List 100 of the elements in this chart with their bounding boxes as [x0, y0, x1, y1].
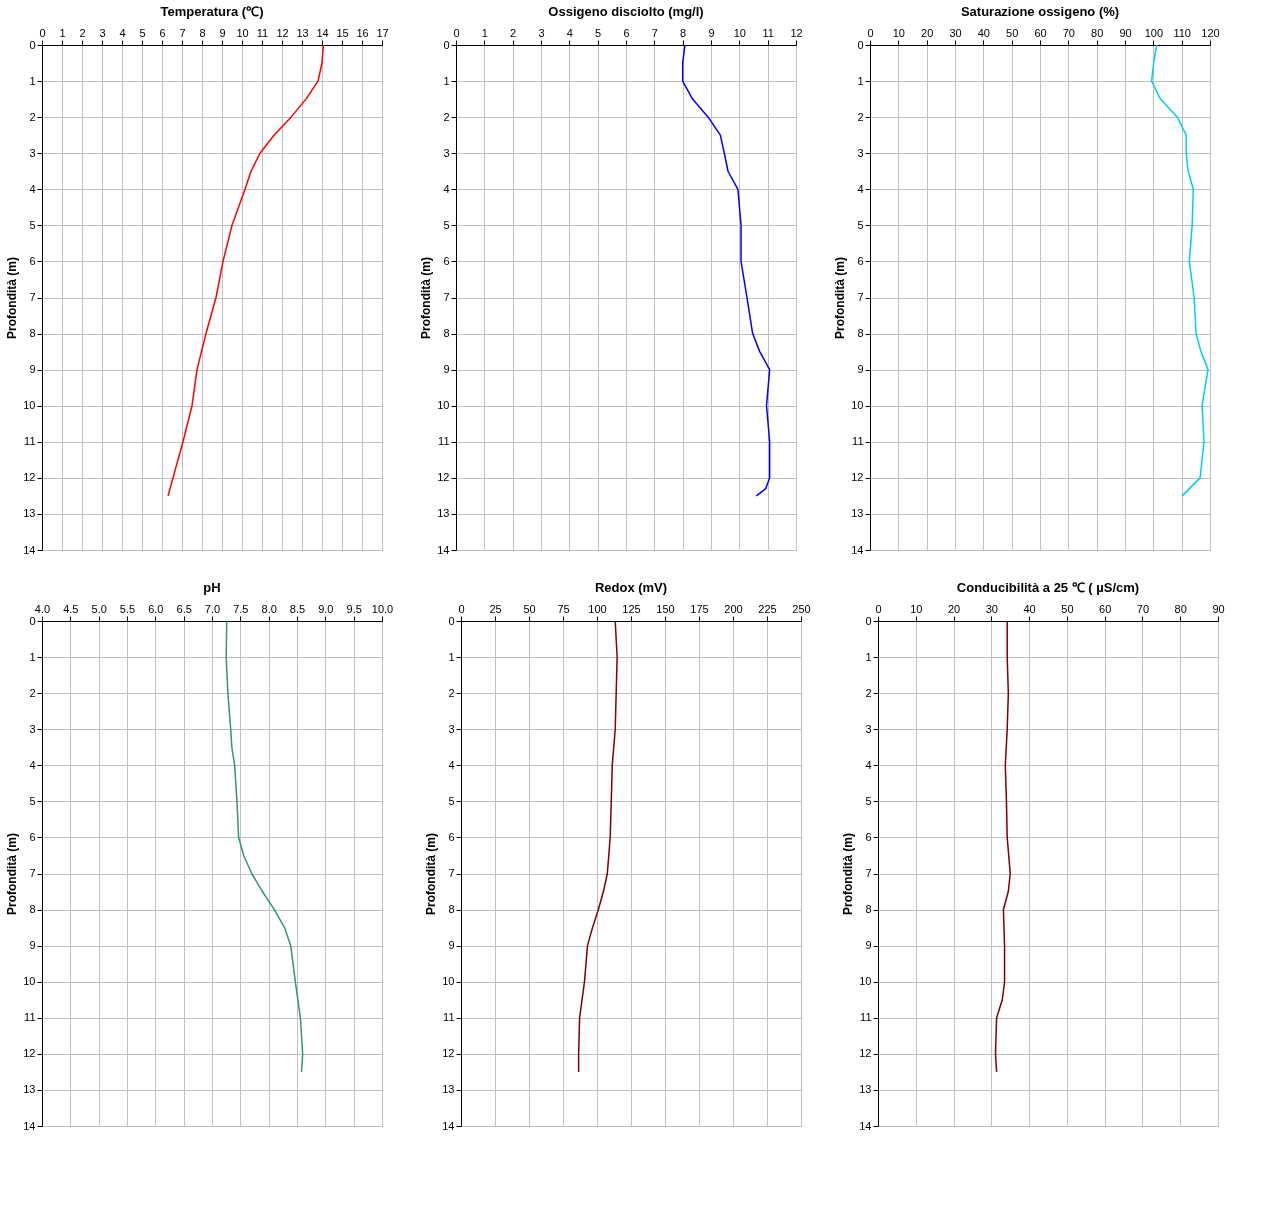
y-tick-label: 12 — [437, 471, 450, 484]
y-tick-label: 4 — [857, 182, 864, 195]
y-tick-label: 4 — [448, 758, 455, 771]
y-tick-label: 0 — [448, 614, 455, 627]
x-tick-label: 80 — [1174, 602, 1187, 615]
x-tick-label: 60 — [1034, 26, 1047, 39]
y-tick-label: 9 — [857, 363, 864, 376]
y-tick-label: 5 — [857, 218, 864, 231]
y-tick-label: 2 — [865, 686, 872, 699]
x-tick-label: 175 — [690, 602, 709, 615]
y-tick-label: 10 — [23, 399, 36, 412]
y-tick-label: 9 — [29, 939, 36, 952]
chart-title: Conducibilità a 25 ℃ ( µS/cm) — [956, 580, 1140, 595]
x-tick-label: 1 — [481, 26, 488, 39]
chart-title: pH — [203, 580, 221, 595]
y-tick-label: 7 — [857, 291, 864, 303]
y-tick-label: 6 — [29, 254, 36, 267]
x-tick-label: 100 — [1144, 26, 1164, 39]
y-tick-label: 3 — [29, 146, 36, 159]
y-tick-label: 7 — [448, 867, 455, 879]
y-tick-label: 0 — [29, 38, 36, 51]
line-series — [225, 620, 304, 1073]
x-tick-label: 8 — [199, 26, 206, 39]
y-tick-label: 0 — [29, 614, 36, 627]
y-tick-label: 8 — [29, 903, 36, 916]
x-tick-label: 50 — [523, 602, 536, 615]
line-series — [994, 620, 1011, 1073]
x-tick-label: 6 — [623, 26, 630, 39]
y-tick-label: 3 — [29, 722, 36, 735]
y-tick-label: 14 — [23, 1119, 36, 1132]
x-tick-label: 14 — [316, 26, 329, 39]
line-series — [1150, 44, 1209, 497]
x-tick-label: 75 — [557, 602, 570, 615]
y-tick-label: 10 — [851, 399, 864, 412]
y-tick-label: 4 — [29, 758, 36, 771]
x-tick-label: 5.5 — [119, 602, 136, 615]
y-tick-label: 14 — [859, 1119, 872, 1132]
x-tick-label: 90 — [1119, 26, 1132, 39]
y-tick-label: 10 — [23, 975, 36, 988]
y-tick-label: 14 — [442, 1119, 455, 1132]
y-tick-label: 5 — [29, 218, 36, 231]
x-tick-label: 0 — [39, 26, 46, 39]
y-tick-label: 3 — [448, 722, 455, 735]
y-tick-label: 11 — [24, 1011, 36, 1024]
x-tick-label: 250 — [792, 602, 811, 615]
y-tick-label: 11 — [24, 435, 36, 448]
y-tick-label: 8 — [443, 327, 450, 340]
x-tick-label: 10 — [892, 26, 905, 39]
y-tick-label: 7 — [443, 291, 450, 303]
x-tick-label: 50 — [1061, 602, 1074, 615]
line-series — [167, 44, 325, 497]
y-tick-label: 6 — [29, 830, 36, 843]
y-tick-label: 9 — [448, 939, 455, 952]
y-axis-title: Profondità (m) — [5, 257, 20, 339]
x-tick-label: 225 — [758, 602, 777, 615]
y-tick-label: 13 — [437, 507, 450, 520]
y-tick-label: 0 — [443, 38, 450, 51]
y-tick-label: 1 — [443, 74, 450, 87]
x-tick-label: 9 — [708, 26, 715, 39]
y-tick-label: 6 — [865, 830, 872, 843]
y-tick-label: 11 — [860, 1011, 872, 1024]
y-tick-label: 5 — [865, 794, 872, 807]
y-tick-label: 4 — [865, 758, 872, 771]
x-tick-label: 10 — [910, 602, 923, 615]
line-series — [577, 620, 618, 1073]
y-tick-label: 13 — [23, 507, 36, 520]
chart-title: Temperatura (℃) — [160, 4, 264, 19]
x-tick-label: 90 — [1212, 602, 1225, 615]
y-tick-label: 9 — [29, 363, 36, 376]
y-tick-label: 0 — [857, 38, 864, 51]
x-tick-label: 15 — [336, 26, 349, 39]
x-tick-label: 100 — [588, 602, 607, 615]
x-tick-label: 6 — [159, 26, 166, 39]
y-tick-label: 1 — [857, 74, 864, 87]
y-axis-title: Profondità (m) — [424, 833, 439, 915]
x-tick-label: 30 — [985, 602, 998, 615]
x-tick-label: 11 — [256, 26, 269, 39]
x-tick-label: 9.0 — [318, 602, 334, 615]
y-tick-label: 13 — [851, 507, 864, 520]
x-tick-label: 30 — [949, 26, 962, 39]
x-tick-label: 16 — [356, 26, 369, 39]
y-tick-label: 3 — [443, 146, 450, 159]
x-tick-label: 20 — [947, 602, 961, 615]
y-tick-label: 13 — [859, 1083, 872, 1096]
x-tick-label: 0 — [875, 602, 882, 615]
x-tick-label: 2 — [510, 26, 517, 39]
x-tick-label: 80 — [1091, 26, 1104, 39]
y-axis-title: Profondità (m) — [5, 833, 20, 915]
x-tick-label: 6.0 — [148, 602, 164, 615]
y-tick-label: 6 — [448, 830, 455, 843]
y-tick-label: 6 — [443, 254, 450, 267]
x-tick-label: 10 — [733, 26, 746, 39]
x-tick-label: 10.0 — [371, 602, 394, 615]
x-tick-label: 4 — [566, 26, 573, 39]
x-tick-label: 8.0 — [261, 602, 277, 615]
y-tick-label: 8 — [29, 327, 36, 340]
y-tick-label: 8 — [448, 903, 455, 916]
y-tick-label: 12 — [23, 1047, 36, 1060]
y-tick-label: 10 — [442, 975, 455, 988]
y-tick-label: 0 — [865, 614, 872, 627]
